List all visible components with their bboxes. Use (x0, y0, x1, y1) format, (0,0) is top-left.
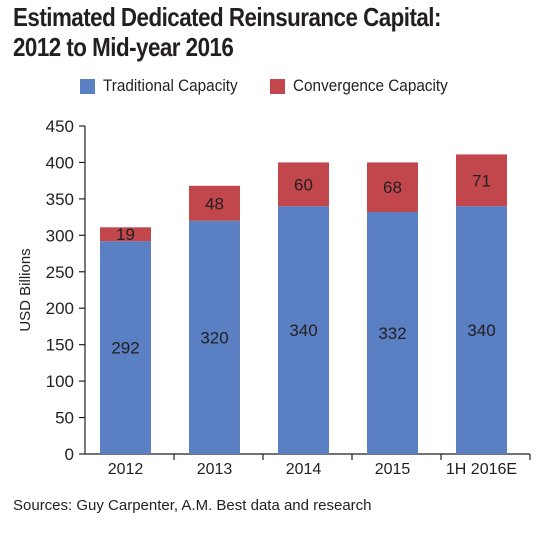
bar-traditional-4 (456, 206, 507, 454)
legend-swatch-traditional (80, 78, 95, 94)
y-tick-label-0: 0 (65, 445, 74, 464)
bar-convergence-4 (456, 154, 507, 207)
x-tick-label-2: 2014 (286, 461, 322, 478)
legend-label-traditional: Traditional Capacity (103, 76, 238, 95)
chart-plot-area: 0 50 100 150 200 250 300 350 400 450 USD Billions 2… (17, 117, 531, 478)
bar-convergence-3 (367, 162, 418, 213)
x-tick-label-3: 2015 (375, 461, 411, 478)
x-tick-label-0: 2012 (108, 461, 144, 478)
y-tick-label-300: 300 (46, 226, 74, 245)
x-tick-label-4: 1H 2016E (446, 461, 517, 478)
y-tick-label-100: 100 (46, 372, 74, 391)
bar-traditional-0 (100, 241, 151, 454)
data-label-convergence-3: 68 (383, 178, 402, 197)
y-tick-label-350: 350 (46, 190, 74, 209)
bar-traditional-2 (278, 206, 329, 454)
data-label-traditional-3: 332 (378, 324, 406, 343)
data-label-convergence-4: 71 (472, 171, 491, 190)
bar-traditional-1 (189, 220, 240, 454)
bar-convergence-0 (100, 227, 151, 242)
legend-label-convergence: Convergence Capacity (293, 76, 448, 95)
data-label-traditional-1: 320 (200, 328, 228, 347)
y-tick-label-400: 400 (46, 153, 74, 172)
data-label-traditional-0: 292 (111, 339, 139, 358)
x-tick-label-1: 2013 (197, 461, 233, 478)
data-label-convergence-2: 60 (294, 175, 313, 194)
data-label-traditional-2: 340 (289, 321, 317, 340)
y-tick-label-200: 200 (46, 299, 74, 318)
legend-item-convergence: Convergence Capacity (270, 74, 465, 98)
bar-traditional-3 (367, 212, 418, 454)
y-tick-label-450: 450 (46, 117, 74, 136)
chart-source-note: Sources: Guy Carpenter, A.M. Best data a… (13, 497, 372, 514)
chart-title-line-2: 2012 to Mid-year 2016 (13, 32, 234, 62)
y-tick-label-50: 50 (55, 409, 74, 428)
data-label-convergence-0: 19 (116, 225, 135, 244)
chart-legend: Traditional Capacity Convergence Capacit… (0, 74, 540, 98)
y-tick-label-150: 150 (46, 336, 74, 355)
y-tick-label-250: 250 (46, 263, 74, 282)
chart-title-line-1: Estimated Dedicated Reinsurance Capital: (13, 2, 441, 32)
data-label-traditional-4: 340 (467, 321, 495, 340)
data-label-convergence-1: 48 (205, 194, 224, 213)
bar-convergence-2 (278, 162, 329, 207)
legend-swatch-convergence (270, 78, 285, 94)
chart-title: Estimated Dedicated Reinsurance Capital:… (13, 2, 538, 62)
y-axis-label: USD Billions (17, 248, 34, 331)
bar-convergence-1 (189, 185, 240, 221)
legend-item-traditional: Traditional Capacity (80, 74, 253, 98)
